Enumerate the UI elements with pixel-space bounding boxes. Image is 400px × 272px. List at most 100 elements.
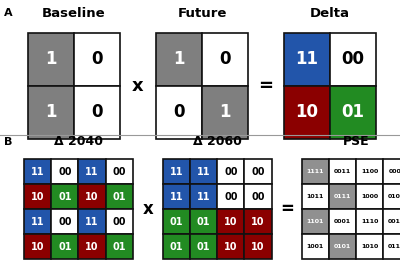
- Text: 0111: 0111: [334, 194, 351, 199]
- Text: 1000: 1000: [361, 194, 378, 199]
- Text: 1: 1: [173, 50, 185, 68]
- Text: 0: 0: [91, 103, 103, 121]
- Bar: [383, 184, 400, 209]
- Bar: [302, 159, 329, 184]
- Bar: [163, 159, 190, 184]
- Text: 10: 10: [296, 103, 318, 121]
- Text: 1100: 1100: [361, 169, 378, 174]
- Text: 1110: 1110: [361, 219, 378, 224]
- Bar: [190, 159, 217, 184]
- Text: 1011: 1011: [306, 194, 324, 199]
- Text: 0101: 0101: [334, 244, 351, 249]
- Bar: [51, 184, 78, 209]
- Text: 10: 10: [31, 192, 44, 202]
- Text: 11: 11: [85, 167, 99, 177]
- Bar: [356, 159, 383, 184]
- Bar: [244, 234, 272, 259]
- Bar: [356, 184, 383, 209]
- Text: PSE: PSE: [343, 135, 369, 148]
- Bar: [106, 159, 133, 184]
- Bar: [156, 86, 202, 139]
- Text: 00: 00: [251, 192, 265, 202]
- Text: 01: 01: [112, 192, 126, 202]
- Text: 00: 00: [251, 167, 265, 177]
- Text: 10: 10: [251, 217, 265, 227]
- Text: 01: 01: [197, 217, 210, 227]
- Text: B: B: [4, 137, 12, 147]
- Text: 0010: 0010: [388, 219, 400, 224]
- Bar: [284, 33, 330, 86]
- Text: 00: 00: [342, 50, 364, 68]
- Text: Δ 2060: Δ 2060: [193, 135, 242, 148]
- Text: 1010: 1010: [361, 244, 378, 249]
- Text: x: x: [143, 200, 153, 218]
- Text: 1: 1: [45, 50, 57, 68]
- Bar: [28, 33, 74, 86]
- Text: 10: 10: [251, 242, 265, 252]
- Bar: [190, 209, 217, 234]
- Bar: [106, 234, 133, 259]
- Bar: [106, 209, 133, 234]
- Text: 11: 11: [197, 192, 210, 202]
- Bar: [244, 159, 272, 184]
- Bar: [302, 209, 329, 234]
- Text: 0110: 0110: [388, 244, 400, 249]
- Text: =: =: [258, 77, 274, 95]
- Bar: [24, 184, 51, 209]
- Text: 0000: 0000: [388, 169, 400, 174]
- Text: 00: 00: [58, 217, 72, 227]
- Text: 10: 10: [224, 242, 238, 252]
- Text: 1101: 1101: [306, 219, 324, 224]
- Bar: [329, 209, 356, 234]
- Bar: [24, 159, 51, 184]
- Text: 0: 0: [219, 50, 231, 68]
- Text: 00: 00: [224, 192, 238, 202]
- Bar: [202, 33, 248, 86]
- Text: 00: 00: [224, 167, 238, 177]
- Bar: [330, 86, 376, 139]
- Text: 11: 11: [170, 167, 183, 177]
- Text: 1: 1: [219, 103, 231, 121]
- Bar: [78, 234, 106, 259]
- Text: 0: 0: [91, 50, 103, 68]
- Text: Δ 2040: Δ 2040: [54, 135, 103, 148]
- Text: 11: 11: [85, 217, 99, 227]
- Text: 1: 1: [45, 103, 57, 121]
- Bar: [329, 234, 356, 259]
- Bar: [244, 184, 272, 209]
- Bar: [190, 184, 217, 209]
- Text: 11: 11: [31, 217, 44, 227]
- Bar: [51, 159, 78, 184]
- Text: 01: 01: [197, 242, 210, 252]
- Text: 00: 00: [58, 167, 72, 177]
- Text: 11: 11: [197, 167, 210, 177]
- Bar: [330, 33, 376, 86]
- Text: 01: 01: [342, 103, 364, 121]
- Bar: [329, 159, 356, 184]
- Bar: [202, 86, 248, 139]
- Bar: [163, 234, 190, 259]
- Bar: [74, 33, 120, 86]
- Text: Future: Future: [177, 7, 227, 20]
- Bar: [356, 209, 383, 234]
- Text: Delta: Delta: [310, 7, 350, 20]
- Bar: [163, 184, 190, 209]
- Text: 10: 10: [85, 192, 99, 202]
- Text: =: =: [280, 200, 294, 218]
- Text: x: x: [132, 77, 144, 95]
- Text: 11: 11: [170, 192, 183, 202]
- Text: 00: 00: [112, 167, 126, 177]
- Text: 1111: 1111: [306, 169, 324, 174]
- Bar: [383, 209, 400, 234]
- Text: 01: 01: [58, 192, 72, 202]
- Bar: [356, 234, 383, 259]
- Bar: [190, 234, 217, 259]
- Text: 0001: 0001: [334, 219, 351, 224]
- Text: 01: 01: [58, 242, 72, 252]
- Text: 0011: 0011: [334, 169, 351, 174]
- Bar: [24, 234, 51, 259]
- Bar: [329, 184, 356, 209]
- Text: 10: 10: [31, 242, 44, 252]
- Text: 01: 01: [112, 242, 126, 252]
- Text: Baseline: Baseline: [42, 7, 106, 20]
